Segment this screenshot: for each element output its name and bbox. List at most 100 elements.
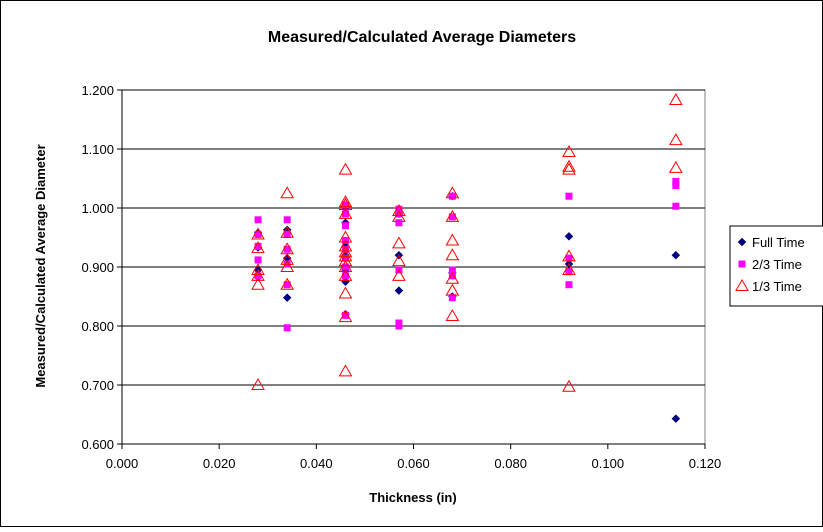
data-point-triangle bbox=[338, 195, 353, 208]
data-point-triangle bbox=[445, 271, 460, 284]
data-point-triangle bbox=[392, 203, 406, 216]
data-point-square bbox=[254, 231, 262, 239]
data-point-square bbox=[254, 242, 262, 250]
y-tick-label: 1.000 bbox=[81, 201, 114, 216]
chart-title: Measured/Calculated Average Diameters bbox=[268, 29, 576, 46]
y-tick-label: 0.900 bbox=[81, 260, 114, 275]
y-tick-label: 1.200 bbox=[81, 83, 114, 98]
data-point-triangle bbox=[251, 241, 265, 254]
data-point-triangle bbox=[338, 268, 353, 281]
data-point-triangle bbox=[445, 248, 460, 261]
data-point-triangle bbox=[392, 268, 406, 281]
data-point-square bbox=[283, 216, 291, 224]
data-point-triangle bbox=[668, 160, 683, 173]
data-point-triangle bbox=[562, 162, 576, 175]
data-point-triangle bbox=[280, 259, 295, 272]
data-point-triangle bbox=[338, 162, 353, 175]
data-point-triangle bbox=[668, 133, 683, 146]
data-point-triangle bbox=[668, 93, 683, 106]
data-point-square bbox=[672, 202, 680, 210]
data-point-triangle bbox=[251, 377, 265, 390]
data-point-square bbox=[565, 192, 573, 200]
x-tick-label: 0.100 bbox=[592, 456, 625, 471]
data-point-square bbox=[395, 219, 403, 227]
data-point-square bbox=[283, 324, 291, 332]
gridlines bbox=[122, 89, 705, 386]
data-point-square bbox=[672, 182, 680, 190]
data-point-square bbox=[448, 294, 456, 302]
data-point-triangle bbox=[280, 225, 295, 238]
x-tick-label: 0.080 bbox=[494, 456, 527, 471]
data-point-triangle bbox=[251, 277, 265, 290]
data-point-square bbox=[283, 245, 291, 253]
data-point-triangle bbox=[445, 308, 460, 321]
data-point-triangle bbox=[392, 209, 406, 222]
data-point-triangle bbox=[562, 379, 576, 392]
data-point-triangle bbox=[338, 254, 353, 267]
data-point-diamond bbox=[671, 414, 681, 423]
legend-marker-triangle bbox=[735, 278, 749, 291]
data-point-triangle bbox=[251, 227, 265, 240]
y-tick-label: 0.800 bbox=[81, 319, 114, 334]
data-point-triangle bbox=[251, 268, 265, 281]
legend-label: Full Time bbox=[752, 235, 805, 250]
data-point-square bbox=[448, 213, 456, 221]
data-point-diamond bbox=[564, 231, 574, 241]
data-point-square bbox=[283, 231, 291, 239]
data-point-triangle bbox=[562, 262, 576, 275]
data-point-triangle bbox=[445, 186, 460, 199]
data-point-triangle bbox=[562, 249, 576, 262]
data-point-square bbox=[672, 177, 680, 185]
x-tick-label: 0.040 bbox=[300, 456, 333, 471]
data-point-square bbox=[341, 201, 349, 209]
x-tick-label: 0.060 bbox=[397, 456, 430, 471]
data-point-triangle bbox=[338, 286, 353, 299]
y-axis-label: Measured/Calculated Average Diameter bbox=[33, 144, 48, 387]
data-point-triangle bbox=[562, 159, 576, 172]
data-point-triangle bbox=[251, 262, 265, 275]
data-point-square bbox=[448, 266, 456, 274]
y-tick-label: 1.100 bbox=[81, 142, 114, 157]
data-point-square bbox=[448, 192, 456, 200]
data-point-square bbox=[254, 272, 262, 280]
data-point-triangle bbox=[338, 259, 353, 272]
data-point-diamond bbox=[394, 286, 404, 295]
data-point-square bbox=[341, 311, 349, 319]
data-point-triangle bbox=[280, 277, 295, 290]
data-points bbox=[251, 93, 683, 423]
data-point-square bbox=[341, 245, 349, 253]
y-axis-ticks: 0.600 0.700 0.800 0.900 1.000 1.100 1.200 bbox=[81, 83, 122, 452]
data-point-triangle bbox=[392, 254, 406, 267]
data-point-triangle bbox=[445, 233, 460, 246]
data-point-square bbox=[565, 254, 573, 262]
data-point-diamond bbox=[282, 293, 292, 303]
y-tick-label: 0.700 bbox=[81, 378, 114, 393]
data-point-triangle bbox=[338, 245, 353, 258]
legend-marker-diamond bbox=[737, 237, 747, 247]
legend-label: 2/3 Time bbox=[752, 257, 802, 272]
data-point-square bbox=[341, 222, 349, 230]
data-point-square bbox=[254, 216, 262, 224]
x-axis-ticks: 0.000 0.020 0.040 0.060 0.080 0.100 0.120 bbox=[106, 444, 722, 471]
data-point-triangle bbox=[445, 283, 460, 296]
legend: Full Time 2/3 Time 1/3 Time bbox=[729, 225, 823, 307]
data-point-square bbox=[565, 281, 573, 289]
legend-label: 1/3 Time bbox=[752, 279, 802, 294]
data-point-square bbox=[254, 256, 262, 264]
data-point-triangle bbox=[392, 236, 406, 249]
x-tick-label: 0.000 bbox=[106, 456, 139, 471]
data-point-square bbox=[283, 281, 291, 289]
data-point-triangle bbox=[338, 230, 353, 243]
data-point-square bbox=[448, 272, 456, 280]
data-point-square bbox=[565, 268, 573, 276]
data-point-square bbox=[395, 322, 403, 330]
data-point-square bbox=[395, 210, 403, 218]
data-point-triangle bbox=[445, 209, 460, 222]
data-point-square bbox=[341, 272, 349, 280]
data-point-triangle bbox=[280, 186, 295, 199]
data-point-triangle bbox=[338, 310, 353, 323]
data-point-triangle bbox=[562, 144, 576, 157]
x-tick-label: 0.120 bbox=[689, 456, 722, 471]
